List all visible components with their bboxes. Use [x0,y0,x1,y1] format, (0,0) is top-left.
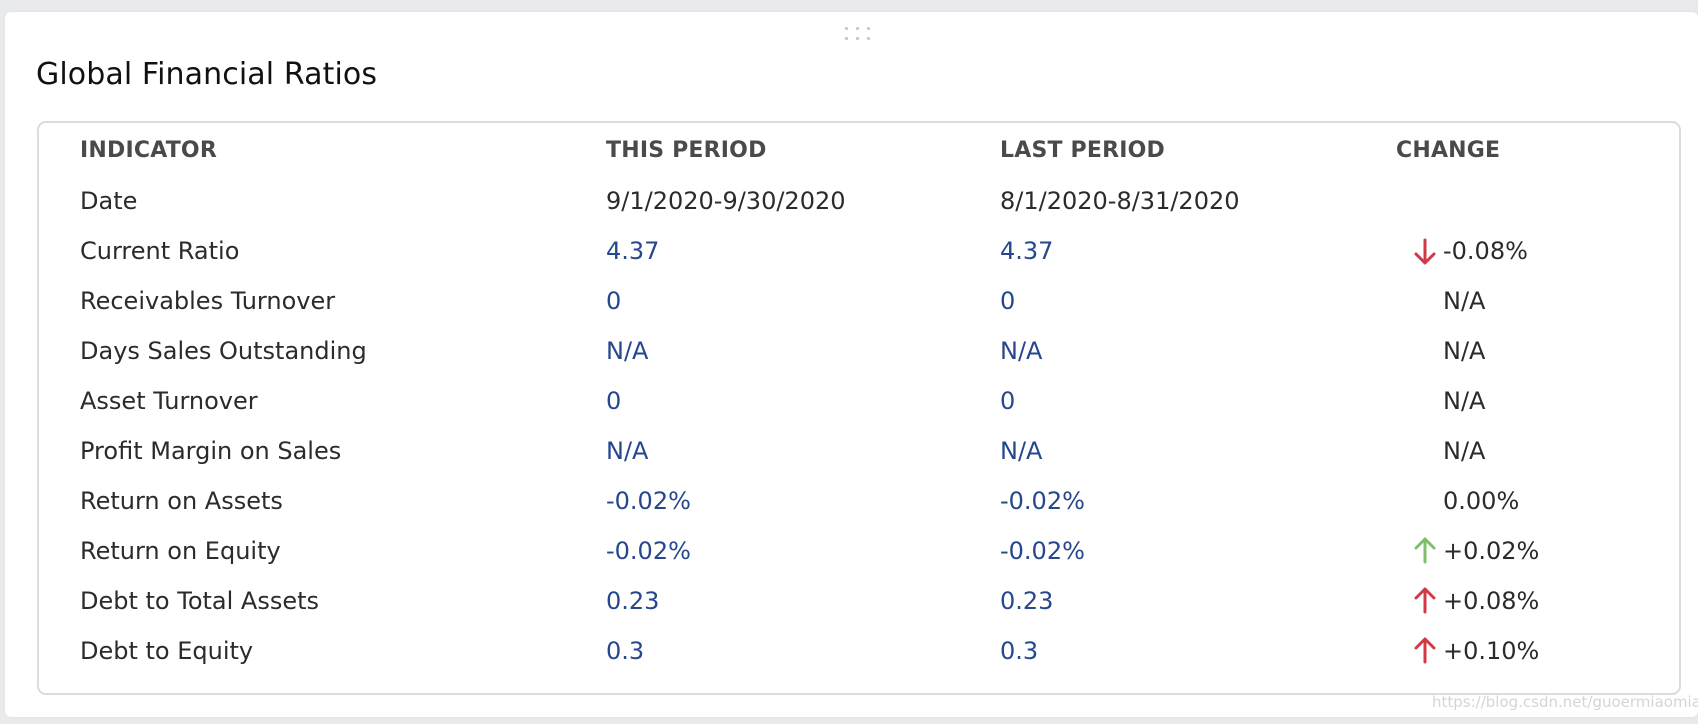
last-period-cell: N/A [1000,337,1043,365]
this-period-cell: 0 [606,287,622,315]
indicator-cell: Receivables Turnover [80,287,336,315]
this-period-cell: 0 [606,387,622,415]
this-period-cell: 9/1/2020-9/30/2020 [606,187,846,215]
drag-handle-icon[interactable] [843,25,875,45]
table-row: Days Sales Outstanding N/A N/A N/A [39,326,1679,376]
table-row: Date 9/1/2020-9/30/2020 8/1/2020-8/31/2020 [39,176,1679,226]
this-period-cell: -0.02% [606,537,691,565]
table-row: Profit Margin on Sales N/A N/A N/A [39,426,1679,476]
table-row: Current Ratio 4.37 4.37 -0.08% [39,226,1679,276]
arrow-up-icon [1413,587,1437,615]
change-cell: N/A [1443,437,1486,465]
indicator-cell: Profit Margin on Sales [80,437,342,465]
header-change: CHANGE [1396,138,1501,163]
change-cell: 0.00% [1443,487,1520,515]
change-cell: +0.08% [1443,587,1540,615]
arrow-down-icon [1413,237,1437,265]
last-period-cell: N/A [1000,437,1043,465]
financial-ratios-widget: Global Financial Ratios INDICATOR THIS P… [5,12,1698,717]
indicator-cell: Return on Equity [80,537,281,565]
indicator-cell: Return on Assets [80,487,283,515]
last-period-cell: 0.23 [1000,587,1054,615]
indicator-cell: Current Ratio [80,237,240,265]
indicator-cell: Date [80,187,138,215]
change-cell: N/A [1443,287,1486,315]
this-period-cell: N/A [606,337,649,365]
table-header-row: INDICATOR THIS PERIOD LAST PERIOD CHANGE [39,126,1679,176]
indicator-cell: Days Sales Outstanding [80,337,367,365]
this-period-cell: -0.02% [606,487,691,515]
arrow-up-icon [1413,637,1437,665]
table-row: Asset Turnover 0 0 N/A [39,376,1679,426]
last-period-cell: 8/1/2020-8/31/2020 [1000,187,1240,215]
table-row: Return on Equity -0.02% -0.02% +0.02% [39,526,1679,576]
watermark: https://blog.csdn.net/guoermiaomiao [1432,693,1698,711]
header-indicator: INDICATOR [80,138,217,163]
header-last-period: LAST PERIOD [1000,138,1165,163]
arrow-up-icon [1413,537,1437,565]
table-row: Return on Assets -0.02% -0.02% 0.00% [39,476,1679,526]
widget-title: Global Financial Ratios [36,57,378,92]
indicator-cell: Debt to Total Assets [80,587,320,615]
this-period-cell: 0.3 [606,637,645,665]
last-period-cell: 0 [1000,287,1016,315]
this-period-cell: 4.37 [606,237,660,265]
indicator-cell: Debt to Equity [80,637,254,665]
table-row: Debt to Equity 0.3 0.3 +0.10% [39,626,1679,676]
change-cell: +0.10% [1443,637,1540,665]
last-period-cell: 0.3 [1000,637,1039,665]
header-this-period: THIS PERIOD [606,138,767,163]
table-row: Receivables Turnover 0 0 N/A [39,276,1679,326]
ratios-table: INDICATOR THIS PERIOD LAST PERIOD CHANGE… [37,121,1681,695]
last-period-cell: 0 [1000,387,1016,415]
change-cell: -0.08% [1443,237,1528,265]
change-cell: +0.02% [1443,537,1540,565]
indicator-cell: Asset Turnover [80,387,258,415]
this-period-cell: N/A [606,437,649,465]
last-period-cell: -0.02% [1000,537,1085,565]
this-period-cell: 0.23 [606,587,660,615]
change-cell: N/A [1443,337,1486,365]
last-period-cell: 4.37 [1000,237,1054,265]
table-row: Debt to Total Assets 0.23 0.23 +0.08% [39,576,1679,626]
change-cell: N/A [1443,387,1486,415]
last-period-cell: -0.02% [1000,487,1085,515]
